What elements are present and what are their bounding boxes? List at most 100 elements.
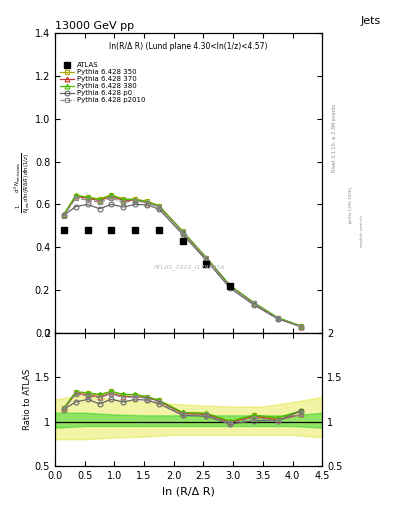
Pythia 6.428 380 — [275, 314, 280, 321]
Pythia 6.428 370 — [73, 193, 78, 199]
Line: Pythia 6.428 p2010: Pythia 6.428 p2010 — [61, 196, 304, 329]
ATLAS — [204, 261, 209, 267]
ATLAS — [180, 238, 185, 244]
Pythia 6.428 380 — [109, 192, 114, 198]
ATLAS — [156, 227, 161, 233]
Pythia 6.428 350 — [204, 255, 209, 261]
ATLAS — [85, 227, 90, 233]
Pythia 6.428 p2010 — [156, 204, 161, 210]
X-axis label: ln (R/Δ R): ln (R/Δ R) — [162, 486, 215, 496]
Pythia 6.428 380 — [180, 228, 185, 234]
Pythia 6.428 p2010 — [97, 199, 102, 205]
Pythia 6.428 p0 — [299, 324, 304, 330]
Pythia 6.428 370 — [204, 255, 209, 262]
Pythia 6.428 370 — [109, 193, 114, 199]
Pythia 6.428 p2010 — [109, 195, 114, 201]
Pythia 6.428 380 — [85, 194, 90, 200]
Line: Pythia 6.428 370: Pythia 6.428 370 — [61, 194, 304, 329]
Pythia 6.428 370 — [121, 198, 126, 204]
Pythia 6.428 p0 — [252, 302, 256, 308]
Text: [arXiv:1306.3436]: [arXiv:1306.3436] — [348, 186, 352, 223]
Pythia 6.428 p2010 — [85, 197, 90, 203]
Pythia 6.428 350 — [228, 283, 233, 289]
Text: ATLAS_2020_I1790256: ATLAS_2020_I1790256 — [153, 264, 224, 270]
Pythia 6.428 370 — [97, 198, 102, 204]
Pythia 6.428 p2010 — [228, 283, 233, 289]
Pythia 6.428 370 — [275, 315, 280, 322]
Pythia 6.428 370 — [145, 200, 149, 206]
Pythia 6.428 350 — [73, 193, 78, 199]
Pythia 6.428 p2010 — [204, 255, 209, 262]
Pythia 6.428 p0 — [109, 201, 114, 207]
Pythia 6.428 370 — [180, 229, 185, 235]
Pythia 6.428 p2010 — [180, 229, 185, 236]
Pythia 6.428 p0 — [145, 202, 149, 208]
Pythia 6.428 p2010 — [145, 200, 149, 206]
Text: ln(R/Δ R) (Lund plane 4.30<ln(1/z)<4.57): ln(R/Δ R) (Lund plane 4.30<ln(1/z)<4.57) — [109, 42, 268, 51]
Pythia 6.428 p2010 — [275, 315, 280, 322]
Pythia 6.428 350 — [133, 196, 138, 202]
Pythia 6.428 370 — [299, 324, 304, 330]
Pythia 6.428 p0 — [156, 206, 161, 212]
Pythia 6.428 350 — [156, 202, 161, 208]
Pythia 6.428 370 — [62, 212, 66, 218]
Line: Pythia 6.428 350: Pythia 6.428 350 — [61, 193, 304, 329]
Pythia 6.428 350 — [275, 315, 280, 321]
Text: Jets: Jets — [361, 16, 381, 26]
Pythia 6.428 380 — [299, 323, 304, 329]
Pythia 6.428 350 — [252, 300, 256, 306]
Pythia 6.428 380 — [62, 211, 66, 217]
Pythia 6.428 p2010 — [73, 195, 78, 201]
Legend: ATLAS, Pythia 6.428 350, Pythia 6.428 370, Pythia 6.428 380, Pythia 6.428 p0, Py: ATLAS, Pythia 6.428 350, Pythia 6.428 37… — [59, 61, 147, 104]
Pythia 6.428 380 — [252, 300, 256, 306]
ATLAS — [133, 227, 138, 233]
Line: Pythia 6.428 380: Pythia 6.428 380 — [61, 193, 304, 329]
Pythia 6.428 p0 — [73, 203, 78, 209]
Pythia 6.428 380 — [133, 197, 138, 203]
Pythia 6.428 350 — [97, 196, 102, 202]
Pythia 6.428 370 — [85, 196, 90, 202]
ATLAS — [228, 283, 233, 289]
Text: mcplots.cern.ch: mcplots.cern.ch — [360, 214, 364, 247]
Pythia 6.428 370 — [228, 283, 233, 289]
Pythia 6.428 380 — [73, 192, 78, 198]
Pythia 6.428 380 — [145, 199, 149, 205]
Line: Pythia 6.428 p0: Pythia 6.428 p0 — [61, 202, 304, 329]
Pythia 6.428 380 — [121, 197, 126, 203]
Pythia 6.428 p0 — [228, 285, 233, 291]
Pythia 6.428 350 — [145, 198, 149, 204]
Pythia 6.428 380 — [204, 254, 209, 261]
Pythia 6.428 350 — [121, 196, 126, 202]
Pythia 6.428 p0 — [121, 204, 126, 210]
Pythia 6.428 350 — [109, 191, 114, 198]
Pythia 6.428 370 — [252, 300, 256, 306]
Pythia 6.428 p0 — [133, 201, 138, 207]
Pythia 6.428 380 — [97, 197, 102, 203]
Pythia 6.428 p0 — [275, 316, 280, 322]
Pythia 6.428 p2010 — [121, 199, 126, 205]
Y-axis label: Ratio to ATLAS: Ratio to ATLAS — [23, 369, 32, 430]
Pythia 6.428 p0 — [62, 212, 66, 218]
Pythia 6.428 380 — [228, 283, 233, 289]
Y-axis label: $\frac{1}{N_{\mathrm{jets}}}\frac{d^2 N_{\mathrm{emissions}}}{d\ln(R/\Delta R)\,: $\frac{1}{N_{\mathrm{jets}}}\frac{d^2 N_… — [13, 153, 33, 214]
ATLAS — [62, 227, 66, 233]
Pythia 6.428 p2010 — [299, 324, 304, 330]
ATLAS — [109, 227, 114, 233]
Pythia 6.428 p0 — [85, 201, 90, 207]
Text: 13000 GeV pp: 13000 GeV pp — [55, 21, 134, 31]
Pythia 6.428 p2010 — [133, 198, 138, 204]
Pythia 6.428 370 — [133, 197, 138, 203]
Pythia 6.428 p2010 — [252, 300, 256, 306]
Pythia 6.428 350 — [180, 228, 185, 234]
Pythia 6.428 p2010 — [62, 212, 66, 219]
Pythia 6.428 p0 — [97, 206, 102, 212]
Pythia 6.428 350 — [299, 323, 304, 329]
Text: Rivet 3.1.10, ≥ 2.3M events: Rivet 3.1.10, ≥ 2.3M events — [332, 104, 337, 173]
Pythia 6.428 p0 — [180, 231, 185, 238]
Pythia 6.428 350 — [85, 194, 90, 200]
Pythia 6.428 380 — [156, 203, 161, 209]
Line: ATLAS: ATLAS — [61, 227, 233, 289]
Pythia 6.428 350 — [62, 212, 66, 218]
Pythia 6.428 p0 — [204, 258, 209, 264]
Pythia 6.428 370 — [156, 203, 161, 209]
